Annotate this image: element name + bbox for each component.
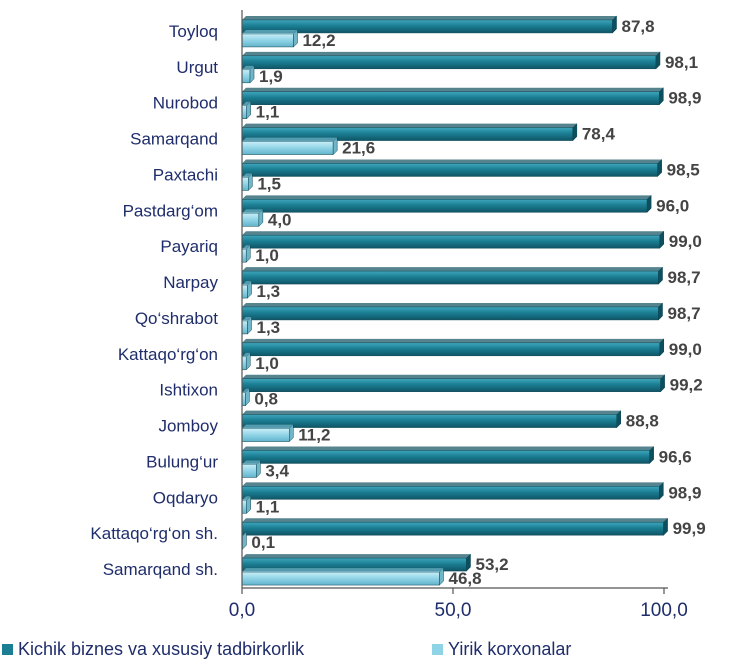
category-label: Nurobod [153, 94, 218, 113]
bar-kichik-biznes [241, 87, 664, 106]
data-label: 98,7 [668, 268, 701, 287]
bar-kichik-biznes [241, 481, 664, 500]
x-tick-label: 50,0 [435, 600, 472, 621]
bar-kichik-biznes [241, 158, 662, 178]
data-label: 98,1 [665, 53, 698, 72]
bar-kichik-biznes [241, 445, 654, 465]
bar-yirik-korxonalar [241, 316, 252, 335]
bar-kichik-biznes [241, 517, 668, 536]
data-label: 46,8 [448, 569, 481, 588]
category-label: Ishtixon [159, 381, 218, 400]
legend: Kichik biznes va xususiy tadbirkorlik Yir… [2, 639, 571, 659]
category-label: Kattaqo‘rg‘on sh. [90, 524, 218, 543]
x-tick-label: 0,0 [229, 600, 255, 621]
data-label: 0,1 [251, 533, 275, 552]
category-label: Samarqand [130, 130, 218, 149]
bar-yirik-korxonalar [241, 29, 298, 48]
legend-swatch [2, 644, 13, 655]
plot-area: 87,8 12,2 98,1 1,9 98,9 1,1 78,4 21,6 98,5 1,5 96,… [241, 15, 706, 588]
data-label: 1,5 [257, 174, 281, 193]
data-label: 1,0 [255, 354, 279, 373]
data-label: 96,6 [659, 447, 692, 466]
legend-label: Yirik korxonalar [448, 639, 571, 659]
bar-yirik-korxonalar [241, 208, 264, 227]
legend-item-kichik-biznes: Kichik biznes va xususiy tadbirkorlik [2, 639, 305, 659]
bar-kichik-biznes [241, 302, 663, 321]
bar-yirik-korxonalar [241, 567, 444, 586]
category-label: Samarqand sh. [103, 560, 218, 579]
data-label: 99,9 [673, 519, 706, 538]
bar-yirik-korxonalar [241, 136, 338, 156]
axes: Toyloq Urgut Nurobod Samarqand Paxtachi Pastd… [90, 10, 688, 621]
data-label: 1,3 [256, 318, 280, 337]
category-label: Toyloq [169, 22, 218, 41]
category-label: Bulung‘ur [146, 452, 218, 471]
bar-yirik-korxonalar [241, 172, 253, 192]
data-label: 4,0 [268, 210, 292, 229]
legend-item-yirik-korxonalar: Yirik korxonalar [432, 639, 571, 659]
category-label: Oqdaryo [153, 488, 218, 507]
category-label: Urgut [176, 58, 218, 77]
x-tick-label: 100,0 [640, 600, 688, 621]
bar-kichik-biznes [241, 51, 661, 70]
bar-yirik-korxonalar [241, 65, 255, 84]
bar-kichik-biznes [241, 338, 665, 357]
data-label: 1,9 [259, 67, 283, 86]
bar-kichik-biznes [241, 409, 621, 429]
data-label: 98,7 [668, 304, 701, 323]
legend-label: Kichik biznes va xususiy tadbirkorlik [18, 639, 305, 659]
bar-yirik-korxonalar [241, 388, 250, 407]
data-label: 11,2 [298, 426, 330, 445]
data-label: 1,1 [256, 103, 280, 122]
data-label: 98,5 [667, 160, 700, 179]
category-label: Payariq [160, 237, 218, 256]
category-label: Qo‘shrabot [135, 309, 218, 328]
data-label: 12,2 [302, 31, 335, 50]
data-label: 21,6 [342, 139, 375, 158]
bar-kichik-biznes [241, 266, 663, 285]
bar-kichik-biznes [241, 194, 652, 213]
data-label: 99,0 [669, 232, 702, 251]
category-label: Paxtachi [153, 165, 218, 184]
data-label: 3,4 [265, 461, 289, 480]
data-label: 96,0 [656, 196, 689, 215]
bar-kichik-biznes [241, 15, 617, 34]
category-label: Jomboy [158, 417, 218, 436]
data-label: 98,9 [668, 483, 701, 502]
data-label: 1,1 [256, 497, 280, 516]
category-label: Pastdarg‘om [123, 201, 218, 220]
bar-yirik-korxonalar [241, 495, 251, 514]
bar-kichik-biznes [241, 230, 665, 249]
bar-kichik-biznes [241, 374, 665, 393]
bar-yirik-korxonalar [241, 101, 251, 120]
legend-swatch [432, 644, 443, 655]
data-label: 98,9 [668, 89, 701, 108]
data-label: 88,8 [626, 412, 659, 431]
bar-yirik-korxonalar [241, 423, 294, 443]
data-label: 0,8 [254, 390, 278, 409]
bar-yirik-korxonalar [241, 459, 261, 479]
data-label: 99,0 [669, 340, 702, 359]
data-label: 87,8 [622, 17, 655, 36]
data-label: 1,3 [256, 282, 280, 301]
data-label: 99,2 [670, 376, 703, 395]
bar-yirik-korxonalar [241, 280, 252, 299]
data-label: 53,2 [476, 555, 509, 574]
data-label: 1,0 [255, 246, 279, 265]
category-label: Narpay [163, 273, 218, 292]
data-label: 78,4 [582, 125, 616, 144]
category-label: Kattaqo‘rg‘on [118, 345, 218, 364]
